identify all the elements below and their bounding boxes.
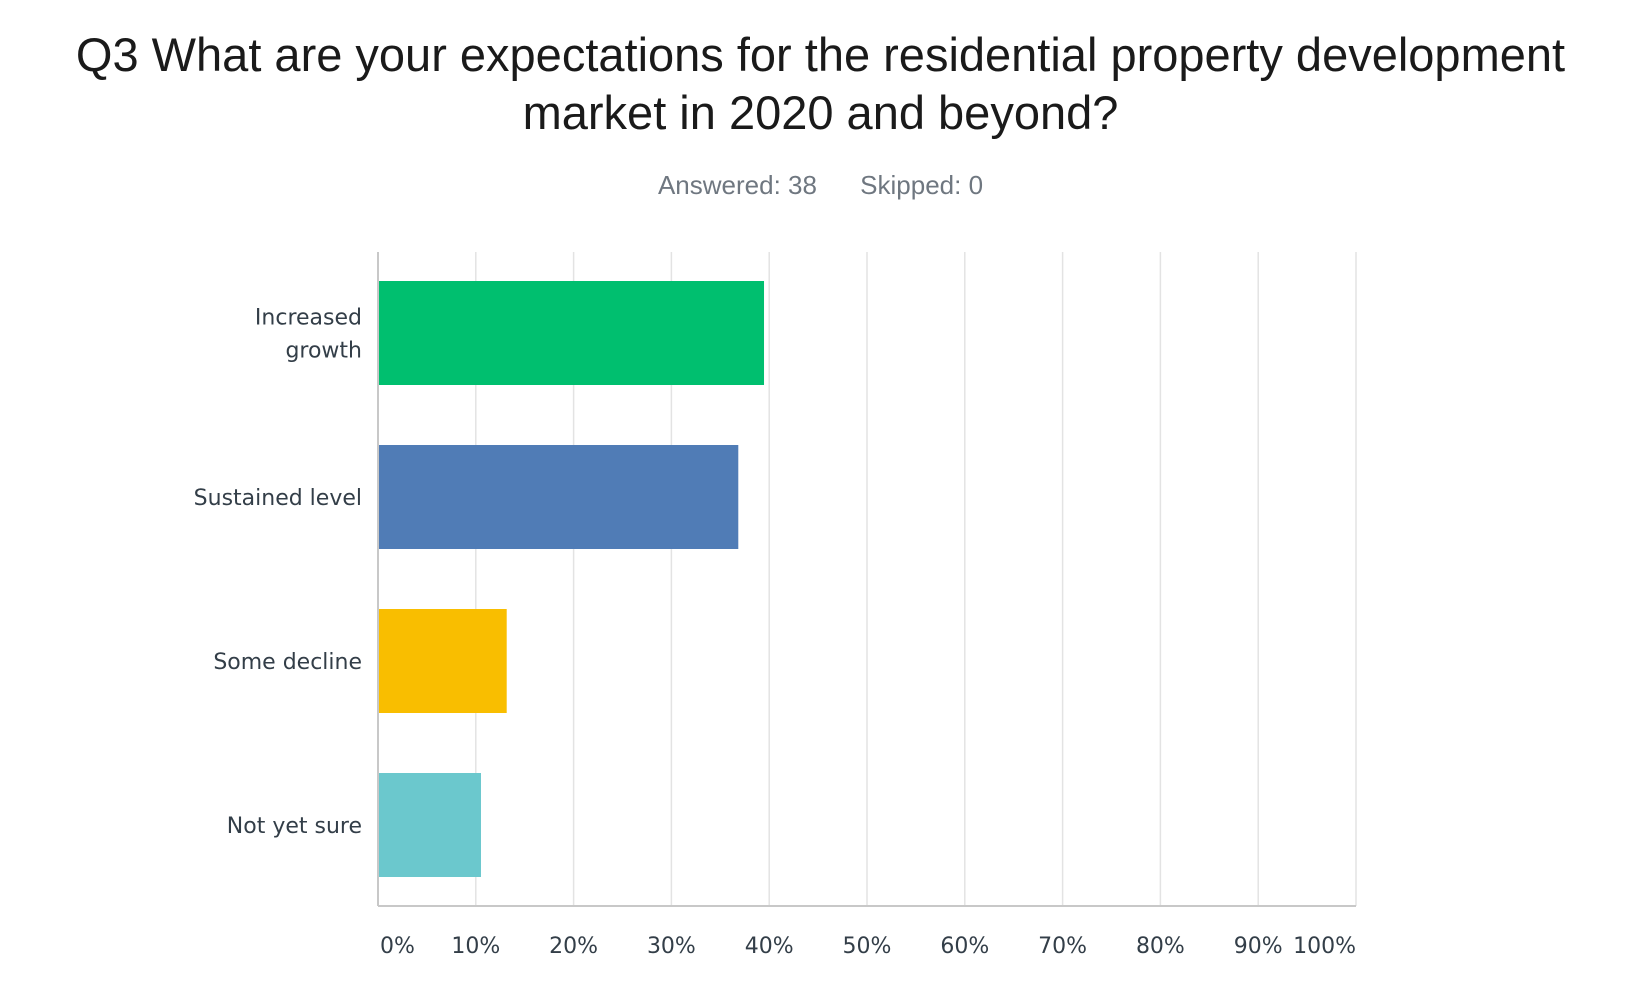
x-tick-label: 30% xyxy=(647,934,696,959)
category-label: Increased xyxy=(255,306,362,331)
chart-title: Q3 What are your expectations for the re… xyxy=(20,26,1621,142)
x-tick-label: 100% xyxy=(1293,934,1356,959)
category-label: Some decline xyxy=(213,650,362,675)
x-tick-label: 80% xyxy=(1136,934,1185,959)
x-tick-label: 0% xyxy=(380,934,415,959)
x-tick-label: 60% xyxy=(940,934,989,959)
x-tick-labels: 0% 10% 20% 30% 40% 50% 60% 70% 80% 90% 100% xyxy=(380,934,1356,959)
x-tick-label: 20% xyxy=(549,934,598,959)
bar-some-decline xyxy=(378,609,507,713)
x-tick-label: 90% xyxy=(1234,934,1283,959)
x-tick-label: 40% xyxy=(745,934,794,959)
bar-not-yet-sure xyxy=(378,773,481,877)
chart-title-line-2: market in 2020 and beyond? xyxy=(522,86,1119,139)
bar-increased-growth xyxy=(378,281,765,385)
answered-count: Answered: 38 xyxy=(657,170,817,200)
category-label: Sustained level xyxy=(194,486,362,511)
category-label: Not yet sure xyxy=(227,814,362,839)
bars xyxy=(378,281,765,877)
category-labels: Increased growth Sustained level Some decli… xyxy=(194,306,362,840)
category-label: growth xyxy=(285,339,362,364)
x-tick-label: 50% xyxy=(843,934,892,959)
x-tick-label: 10% xyxy=(451,934,500,959)
chart-title-line-1: Q3 What are your expectations for the re… xyxy=(75,28,1566,81)
axes xyxy=(377,252,1356,907)
skipped-count: Skipped: 0 xyxy=(860,170,984,200)
response-stats: Answered: 38 Skipped: 0 xyxy=(0,170,1641,201)
x-tick-label: 70% xyxy=(1038,934,1087,959)
bar-sustained-level xyxy=(378,445,739,549)
